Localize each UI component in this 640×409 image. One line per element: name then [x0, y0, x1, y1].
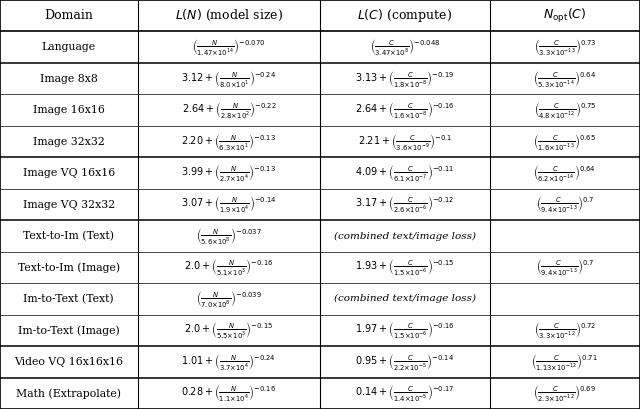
Text: $0.95+\left(\frac{C}{2.2{\times}10^{-5}}\right)^{-0.14}$: $0.95+\left(\frac{C}{2.2{\times}10^{-5}}…	[355, 352, 454, 372]
Text: $2.20+\left(\frac{N}{6.3{\times}10^{1}}\right)^{-0.13}$: $2.20+\left(\frac{N}{6.3{\times}10^{1}}\…	[181, 132, 276, 152]
Text: Image 32x32: Image 32x32	[33, 137, 105, 146]
Text: $\left(\frac{N}{5.6{\times}10^{8}}\right)^{-0.037}$: $\left(\frac{N}{5.6{\times}10^{8}}\right…	[196, 226, 262, 246]
Text: $\left(\frac{C}{3.3{\times}10^{-13}}\right)^{0.73}$: $\left(\frac{C}{3.3{\times}10^{-13}}\rig…	[534, 37, 596, 57]
Text: (combined text/image loss): (combined text/image loss)	[334, 231, 476, 240]
Text: (combined text/image loss): (combined text/image loss)	[334, 294, 476, 303]
Text: $1.97+\left(\frac{C}{1.5{\times}10^{-6}}\right)^{-0.16}$: $1.97+\left(\frac{C}{1.5{\times}10^{-6}}…	[355, 320, 454, 340]
Text: Image 8x8: Image 8x8	[40, 74, 98, 84]
Text: $\left(\frac{C}{5.3{\times}10^{-14}}\right)^{0.64}$: $\left(\frac{C}{5.3{\times}10^{-14}}\rig…	[533, 69, 596, 89]
Text: $3.07+\left(\frac{N}{1.9{\times}10^{4}}\right)^{-0.14}$: $3.07+\left(\frac{N}{1.9{\times}10^{4}}\…	[181, 195, 276, 214]
Text: $0.28+\left(\frac{N}{1.1{\times}10^{4}}\right)^{-0.16}$: $0.28+\left(\frac{N}{1.1{\times}10^{4}}\…	[181, 383, 276, 403]
Text: Im-to-Text (Text): Im-to-Text (Text)	[24, 294, 114, 304]
Text: $\left(\frac{C}{1.13{\times}10^{-12}}\right)^{0.71}$: $\left(\frac{C}{1.13{\times}10^{-12}}\ri…	[531, 352, 598, 372]
Text: Video VQ 16x16x16: Video VQ 16x16x16	[14, 357, 124, 367]
Text: $1.93+\left(\frac{C}{1.5{\times}10^{-6}}\right)^{-0.15}$: $1.93+\left(\frac{C}{1.5{\times}10^{-6}}…	[355, 257, 454, 277]
Text: $1.01+\left(\frac{N}{3.7{\times}10^{4}}\right)^{-0.24}$: $1.01+\left(\frac{N}{3.7{\times}10^{4}}\…	[182, 352, 276, 372]
Text: Domain: Domain	[44, 9, 93, 22]
Text: Image VQ 32x32: Image VQ 32x32	[22, 200, 115, 209]
Text: $2.21+\left(\frac{C}{3.6{\times}10^{-9}}\right)^{-0.1}$: $2.21+\left(\frac{C}{3.6{\times}10^{-9}}…	[358, 132, 452, 152]
Text: Text-to-Im (Image): Text-to-Im (Image)	[18, 262, 120, 273]
Text: $3.12+\left(\frac{N}{8.0{\times}10^{1}}\right)^{-0.24}$: $3.12+\left(\frac{N}{8.0{\times}10^{1}}\…	[181, 69, 276, 89]
Text: Im-to-Text (Image): Im-to-Text (Image)	[18, 325, 120, 336]
Text: $\left(\frac{C}{3.3{\times}10^{-12}}\right)^{0.72}$: $\left(\frac{C}{3.3{\times}10^{-12}}\rig…	[534, 320, 596, 340]
Text: $\left(\frac{C}{1.6{\times}10^{-13}}\right)^{0.65}$: $\left(\frac{C}{1.6{\times}10^{-13}}\rig…	[533, 132, 596, 152]
Text: $\left(\frac{C}{4.8{\times}10^{-12}}\right)^{0.75}$: $\left(\frac{C}{4.8{\times}10^{-12}}\rig…	[534, 100, 596, 120]
Text: Language: Language	[42, 42, 96, 52]
Text: Image 16x16: Image 16x16	[33, 105, 105, 115]
Text: Math (Extrapolate): Math (Extrapolate)	[16, 388, 122, 398]
Text: $0.14+\left(\frac{C}{1.4{\times}10^{-5}}\right)^{-0.17}$: $0.14+\left(\frac{C}{1.4{\times}10^{-5}}…	[355, 383, 454, 403]
Text: $2.0+\left(\frac{N}{5.5{\times}10^{3}}\right)^{-0.15}$: $2.0+\left(\frac{N}{5.5{\times}10^{3}}\r…	[184, 320, 273, 340]
Text: $\left(\frac{C}{6.2{\times}10^{-14}}\right)^{0.64}$: $\left(\frac{C}{6.2{\times}10^{-14}}\rig…	[533, 163, 596, 183]
Text: $4.09+\left(\frac{C}{6.1{\times}10^{-7}}\right)^{-0.11}$: $4.09+\left(\frac{C}{6.1{\times}10^{-7}}…	[355, 163, 454, 183]
Text: $\left(\frac{C}{3.47{\times}10^{8}}\right)^{-0.048}$: $\left(\frac{C}{3.47{\times}10^{8}}\righ…	[369, 37, 440, 57]
Text: $L(N)$ (model size): $L(N)$ (model size)	[175, 8, 283, 23]
Text: $2.0+\left(\frac{N}{5.1{\times}10^{3}}\right)^{-0.16}$: $2.0+\left(\frac{N}{5.1{\times}10^{3}}\r…	[184, 257, 273, 277]
Text: $3.99+\left(\frac{N}{2.7{\times}10^{4}}\right)^{-0.13}$: $3.99+\left(\frac{N}{2.7{\times}10^{4}}\…	[181, 163, 276, 183]
Text: $L(C)$ (compute): $L(C)$ (compute)	[357, 7, 452, 24]
Text: $\left(\frac{C}{9.4{\times}10^{-13}}\right)^{0.7}$: $\left(\frac{C}{9.4{\times}10^{-13}}\rig…	[536, 257, 594, 277]
Text: $\left(\frac{N}{1.47{\times}10^{14}}\right)^{-0.070}$: $\left(\frac{N}{1.47{\times}10^{14}}\rig…	[192, 37, 266, 57]
Text: Text-to-Im (Text): Text-to-Im (Text)	[23, 231, 115, 241]
Text: $2.64+\left(\frac{C}{1.6{\times}10^{-8}}\right)^{-0.16}$: $2.64+\left(\frac{C}{1.6{\times}10^{-8}}…	[355, 100, 454, 120]
Text: $3.13+\left(\frac{C}{1.8{\times}10^{-8}}\right)^{-0.19}$: $3.13+\left(\frac{C}{1.8{\times}10^{-8}}…	[355, 69, 454, 89]
Text: $3.17+\left(\frac{C}{2.6{\times}10^{-6}}\right)^{-0.12}$: $3.17+\left(\frac{C}{2.6{\times}10^{-6}}…	[355, 195, 454, 214]
Text: $\left(\frac{C}{2.3{\times}10^{-12}}\right)^{0.69}$: $\left(\frac{C}{2.3{\times}10^{-12}}\rig…	[533, 383, 596, 403]
Text: $\left(\frac{N}{7.0{\times}10^{8}}\right)^{-0.039}$: $\left(\frac{N}{7.0{\times}10^{8}}\right…	[196, 289, 262, 309]
Text: $N_{\mathrm{opt}}(C)$: $N_{\mathrm{opt}}(C)$	[543, 7, 586, 25]
Text: Image VQ 16x16: Image VQ 16x16	[22, 168, 115, 178]
Text: $\left(\frac{C}{9.4{\times}10^{-13}}\right)^{0.7}$: $\left(\frac{C}{9.4{\times}10^{-13}}\rig…	[536, 195, 594, 214]
Text: $2.64+\left(\frac{N}{2.8{\times}10^{2}}\right)^{-0.22}$: $2.64+\left(\frac{N}{2.8{\times}10^{2}}\…	[182, 100, 276, 120]
